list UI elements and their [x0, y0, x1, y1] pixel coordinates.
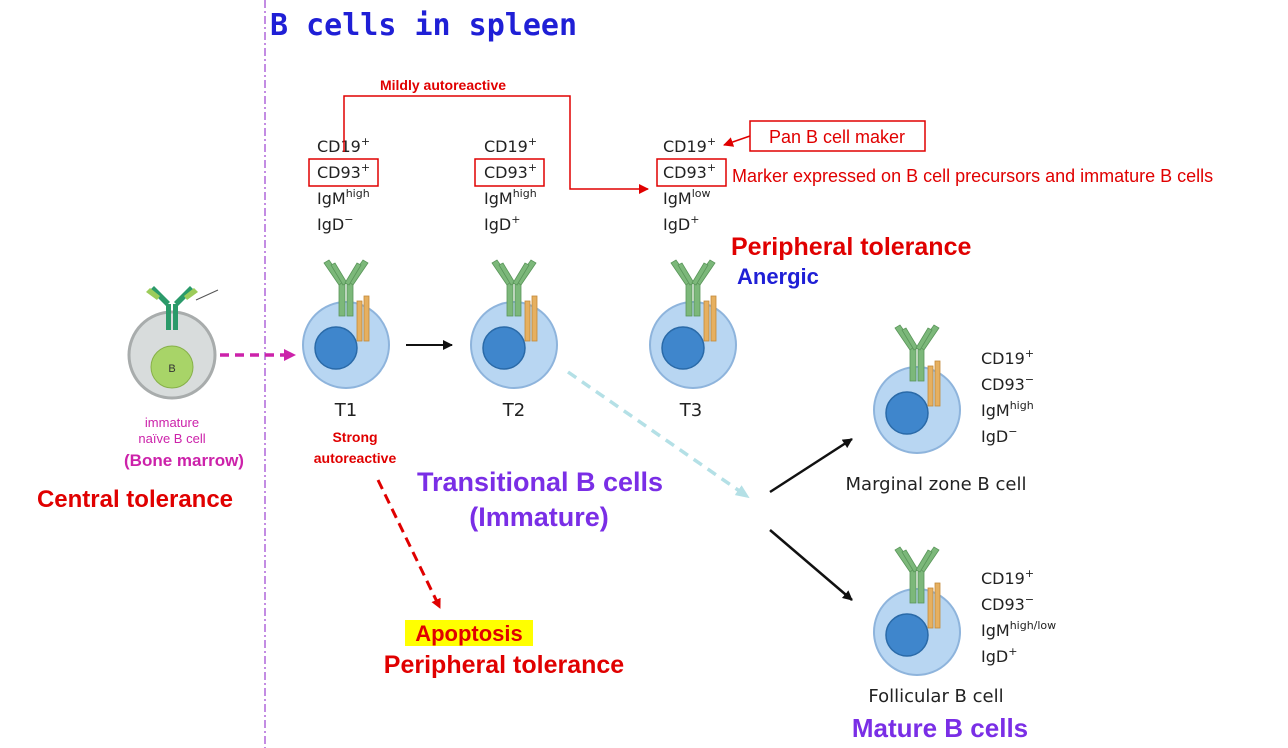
mature-b-cells-label: Mature B cells [852, 713, 1028, 743]
t1-cell [302, 259, 390, 389]
t3-marker-igm: IgMlow [663, 187, 710, 208]
follicular-marker-igm: IgMhigh/low [981, 619, 1056, 640]
strong-autoreactive-arrow [376, 479, 442, 609]
apoptosis-label: Apoptosis [415, 621, 523, 646]
strong-autoreactive-line2: autoreactive [314, 450, 397, 466]
marginal-zone-marker-list: CD19+ CD93− IgMhigh IgD− [981, 347, 1034, 446]
bone-marrow-caption-line2: naïve B cell [138, 431, 205, 446]
marginal-zone-label: Marginal zone B cell [846, 474, 1027, 495]
t3-peripheral-tolerance-label: Peripheral tolerance [731, 233, 971, 261]
t2-marker-list: CD19+ CD93+ IgMhigh IgD+ [484, 135, 537, 234]
bone-marrow-location: (Bone marrow) [124, 451, 244, 470]
marginal-marker-igm: IgMhigh [981, 399, 1034, 420]
marginal-marker-cd93: CD93− [981, 373, 1034, 394]
t3-marker-cd93: CD93+ [663, 161, 716, 182]
t2-marker-igm: IgMhigh [484, 187, 537, 208]
mildly-autoreactive-arrow [343, 95, 649, 194]
cd93-marker-note: Marker expressed on B cell precursors an… [732, 166, 1213, 186]
page-title: B cells in spleen [270, 8, 577, 43]
marginal-marker-igd: IgD− [981, 425, 1017, 446]
t2-marker-cd19: CD19+ [484, 135, 537, 156]
t1-marker-igm: IgMhigh [317, 187, 370, 208]
t1-marker-cd93: CD93+ [317, 161, 370, 182]
follicular-label: Follicular B cell [868, 686, 1003, 707]
t1-marker-list: CD19+ CD93+ IgMhigh IgD− [317, 135, 370, 234]
t2-to-mature-arrow [567, 370, 750, 499]
marginal-marker-cd19: CD19+ [981, 347, 1034, 368]
central-tolerance-label: Central tolerance [37, 486, 233, 513]
marginal-zone-cell [873, 324, 961, 454]
follicular-marker-list: CD19+ CD93− IgMhigh/low IgD+ [981, 567, 1056, 666]
t2-cd93-highlight-box [474, 158, 545, 187]
follicular-marker-cd93: CD93− [981, 593, 1034, 614]
t3-label: T3 [679, 400, 702, 421]
mildly-autoreactive-label: Mildly autoreactive [380, 77, 506, 93]
t3-cell [649, 259, 737, 389]
strong-autoreactive-line1: Strong [332, 429, 377, 445]
to-follicular-arrow [769, 529, 853, 601]
t2-cell [470, 259, 558, 389]
bone-marrow-b-cell: B [127, 286, 219, 400]
t2-marker-igd: IgD+ [484, 213, 520, 234]
pan-b-pointer-arrow [723, 135, 751, 147]
t1-marker-cd19: CD19+ [317, 135, 370, 156]
follicular-cell [873, 546, 961, 676]
bone-marrow-cell-letter: B [168, 363, 175, 375]
follicular-marker-cd19: CD19+ [981, 567, 1034, 588]
apoptosis-highlight [405, 620, 533, 646]
t3-marker-igd: IgD+ [663, 213, 699, 234]
anergic-label: Anergic [737, 264, 819, 289]
bottom-peripheral-tolerance-label: Peripheral tolerance [384, 651, 624, 679]
t1-label: T1 [334, 400, 357, 421]
transitional-label-line2: (Immature) [469, 502, 609, 532]
t2-label: T2 [502, 400, 525, 421]
to-marginal-zone-arrow [769, 437, 853, 494]
t1-cd93-highlight-box [308, 158, 379, 187]
t3-cd93-highlight-box [656, 158, 727, 187]
bone-marrow-caption-line1: immature [145, 415, 199, 430]
t2-marker-cd93: CD93+ [484, 161, 537, 182]
follicular-marker-igd: IgD+ [981, 645, 1017, 666]
t3-marker-list: CD19+ CD93+ IgMlow IgD+ [663, 135, 716, 234]
t3-marker-cd19: CD19+ [663, 135, 716, 156]
pan-b-note: Pan B cell maker [769, 127, 905, 147]
transitional-label-line1: Transitional B cells [417, 467, 663, 497]
t1-marker-igd: IgD− [317, 213, 353, 234]
